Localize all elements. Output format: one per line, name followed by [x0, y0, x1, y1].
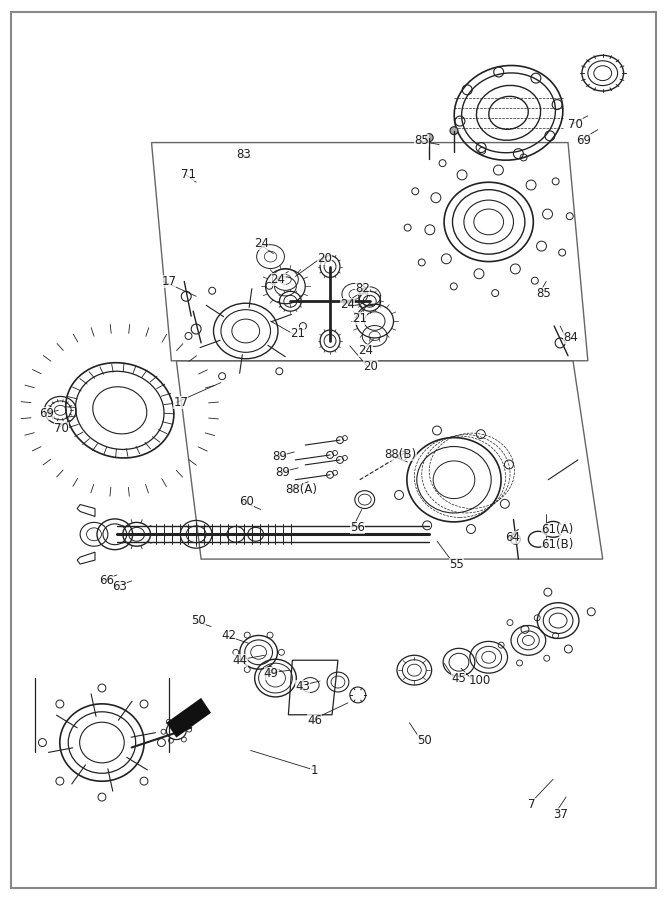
Text: 61(A): 61(A)	[541, 523, 574, 536]
Text: 64: 64	[506, 531, 520, 544]
Text: 21: 21	[290, 328, 305, 340]
Text: 21: 21	[352, 311, 367, 325]
Text: 69: 69	[39, 407, 55, 419]
Text: 84: 84	[563, 331, 578, 345]
Text: 89: 89	[273, 450, 287, 464]
Text: 50: 50	[191, 614, 206, 627]
Circle shape	[450, 127, 458, 135]
Text: 46: 46	[307, 715, 322, 727]
Text: 60: 60	[239, 495, 253, 508]
Text: 37: 37	[553, 808, 568, 822]
Text: 24: 24	[253, 238, 269, 250]
Text: 43: 43	[295, 680, 310, 692]
Text: 70: 70	[568, 118, 583, 131]
Text: 7: 7	[528, 797, 536, 811]
Text: 49: 49	[263, 667, 279, 680]
Text: 88(B): 88(B)	[385, 448, 417, 462]
Text: 1: 1	[310, 764, 317, 777]
Text: 20: 20	[363, 360, 378, 373]
Text: 85: 85	[414, 134, 429, 147]
Text: 24: 24	[340, 298, 355, 310]
Text: 88(A): 88(A)	[285, 483, 317, 496]
Text: 66: 66	[99, 574, 114, 588]
Text: 17: 17	[173, 396, 188, 409]
Text: 100: 100	[469, 673, 491, 687]
Text: 20: 20	[317, 252, 332, 266]
Text: 50: 50	[418, 734, 432, 747]
Text: 24: 24	[271, 273, 285, 286]
Text: 61(B): 61(B)	[541, 537, 574, 551]
Text: 44: 44	[233, 653, 248, 667]
Text: 56: 56	[350, 521, 365, 534]
Text: 89: 89	[275, 466, 290, 480]
Text: 70: 70	[54, 422, 69, 435]
Text: 85: 85	[536, 287, 551, 300]
Text: 71: 71	[181, 167, 196, 181]
Text: 83: 83	[236, 148, 251, 161]
Text: 17: 17	[161, 274, 177, 288]
Text: 82: 82	[355, 282, 370, 295]
Circle shape	[426, 134, 433, 141]
Text: 24: 24	[358, 345, 373, 357]
Text: 69: 69	[576, 134, 591, 147]
Polygon shape	[166, 698, 211, 738]
Text: 45: 45	[451, 671, 466, 685]
Text: 55: 55	[449, 557, 464, 571]
Text: 63: 63	[112, 580, 127, 593]
Text: 42: 42	[221, 629, 236, 642]
